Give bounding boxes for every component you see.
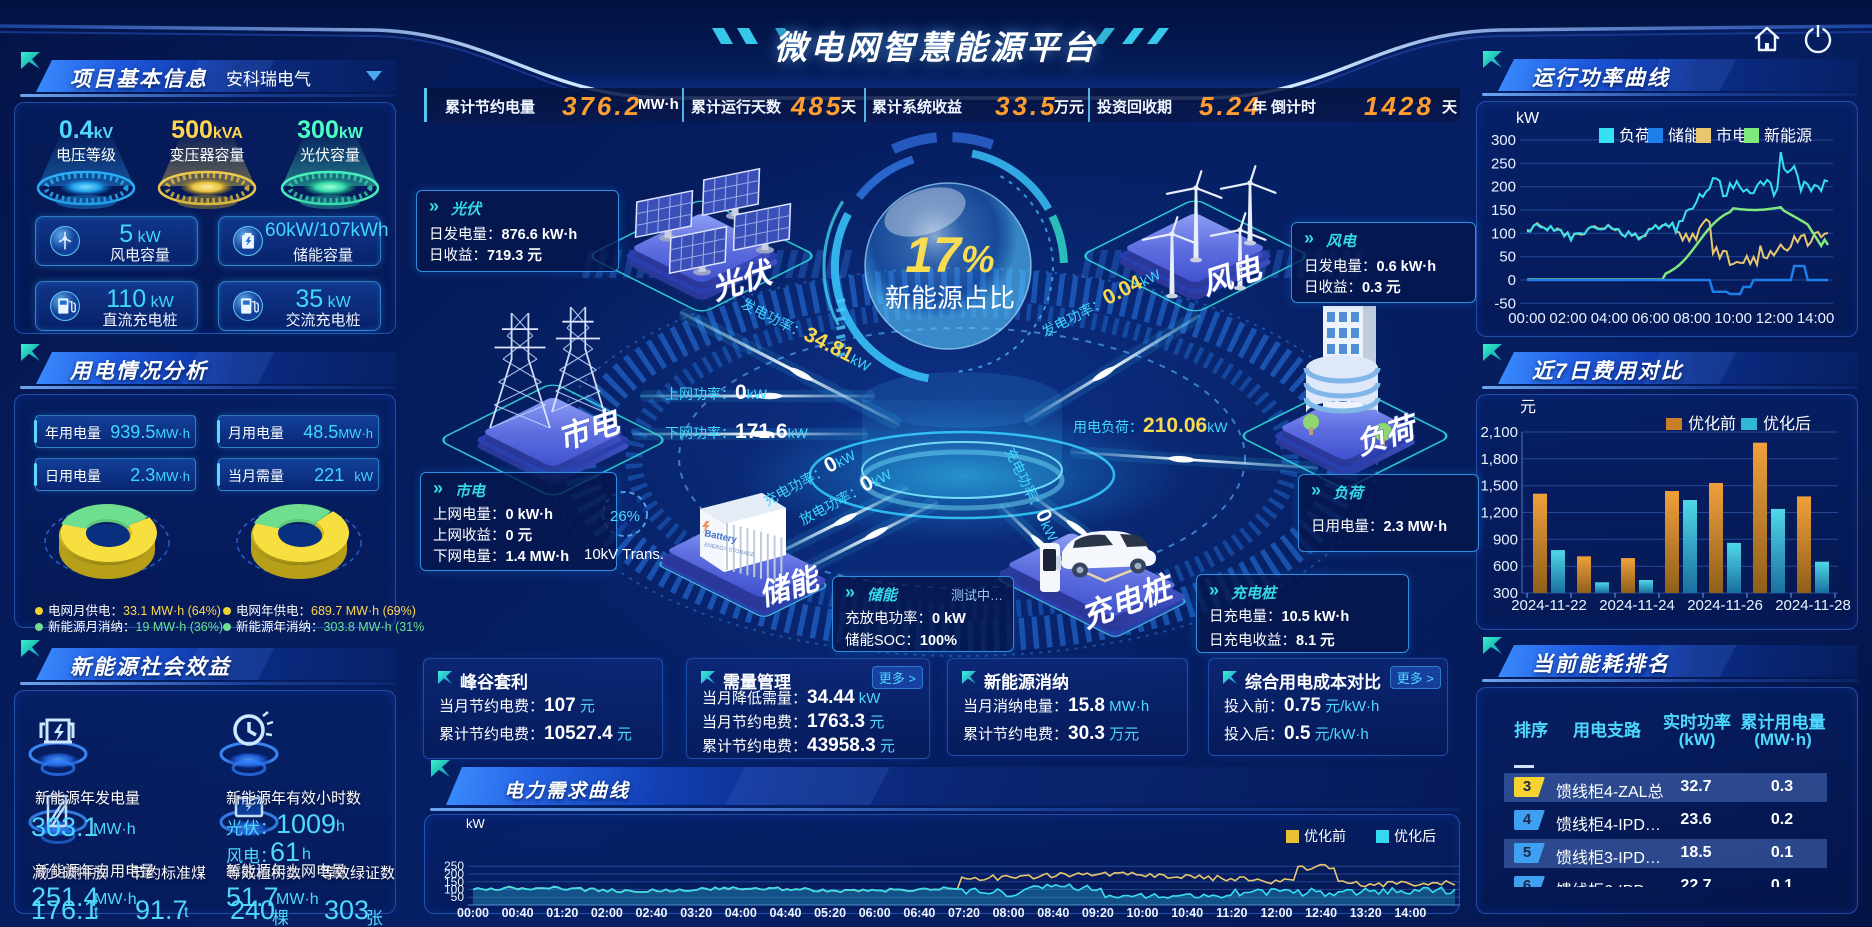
svg-text:08:00: 08:00 <box>993 906 1025 920</box>
svg-text:02:40: 02:40 <box>636 906 668 920</box>
svg-text:04:00: 04:00 <box>1591 310 1629 327</box>
svg-text:充电桩: 充电桩 <box>1076 568 1180 634</box>
svg-text:元: 元 <box>1520 399 1536 416</box>
svg-text:14:00: 14:00 <box>1394 906 1426 920</box>
svg-text:市电: 市电 <box>553 404 625 457</box>
svg-text:负荷: 负荷 <box>1352 410 1424 461</box>
svg-text:50: 50 <box>451 890 465 904</box>
svg-text:06:00: 06:00 <box>859 906 891 920</box>
svg-text:11:20: 11:20 <box>1216 906 1247 920</box>
svg-text:100: 100 <box>444 883 464 897</box>
svg-text:00:00: 00:00 <box>457 906 489 920</box>
svg-text:08:40: 08:40 <box>1037 906 1069 920</box>
svg-text:2,100: 2,100 <box>1480 424 1518 441</box>
svg-text:优化前: 优化前 <box>1688 415 1736 433</box>
svg-text:1,800: 1,800 <box>1480 451 1518 468</box>
svg-text:储能: 储能 <box>1668 127 1700 145</box>
svg-text:04:00: 04:00 <box>725 906 757 920</box>
svg-text:1,500: 1,500 <box>1480 478 1518 495</box>
svg-text:250: 250 <box>444 859 464 873</box>
svg-text:12:40: 12:40 <box>1305 906 1337 920</box>
svg-text:优化后: 优化后 <box>1394 828 1436 844</box>
svg-text:12:00: 12:00 <box>1261 906 1293 920</box>
svg-text:300: 300 <box>1491 132 1516 149</box>
svg-text:Battery: Battery <box>703 528 738 546</box>
svg-text:00:00: 00:00 <box>1508 310 1546 327</box>
svg-text:02:00: 02:00 <box>1549 310 1587 327</box>
svg-text:01:20: 01:20 <box>546 906 578 920</box>
svg-text:-50: -50 <box>1494 295 1516 312</box>
svg-text:03:20: 03:20 <box>680 906 712 920</box>
svg-text:负荷: 负荷 <box>1619 127 1651 145</box>
svg-text:05:20: 05:20 <box>814 906 846 920</box>
svg-text:08:00: 08:00 <box>1673 310 1711 327</box>
svg-text:2024-11-24: 2024-11-24 <box>1599 597 1675 614</box>
svg-text:07:20: 07:20 <box>948 906 980 920</box>
svg-text:2024-11-22: 2024-11-22 <box>1511 597 1587 614</box>
svg-text:优化后: 优化后 <box>1763 415 1811 433</box>
svg-text:0: 0 <box>1508 272 1516 289</box>
svg-text:00:40: 00:40 <box>502 906 534 920</box>
svg-text:150: 150 <box>1491 202 1516 219</box>
svg-text:250: 250 <box>1491 155 1516 172</box>
svg-text:kW: kW <box>466 816 486 831</box>
svg-text:10:00: 10:00 <box>1127 906 1159 920</box>
svg-text:13:20: 13:20 <box>1350 906 1382 920</box>
svg-text:14:00: 14:00 <box>1797 310 1835 327</box>
svg-text:储能: 储能 <box>755 561 826 612</box>
svg-text:09:20: 09:20 <box>1082 906 1114 920</box>
svg-text:10:00: 10:00 <box>1714 310 1752 327</box>
svg-text:2024-11-26: 2024-11-26 <box>1687 597 1763 614</box>
svg-text:风电: 风电 <box>1198 251 1267 302</box>
svg-text:06:40: 06:40 <box>903 906 935 920</box>
svg-text:900: 900 <box>1493 531 1518 548</box>
svg-text:17%: 17% <box>905 227 994 283</box>
svg-text:2024-11-28: 2024-11-28 <box>1775 597 1851 614</box>
svg-text:新能源占比: 新能源占比 <box>885 283 1015 313</box>
svg-text:100: 100 <box>1491 225 1516 242</box>
svg-text:600: 600 <box>1493 558 1518 575</box>
svg-text:300: 300 <box>1493 585 1518 602</box>
svg-text:1,200: 1,200 <box>1480 505 1518 522</box>
svg-text:优化前: 优化前 <box>1304 828 1346 844</box>
svg-text:04:40: 04:40 <box>770 906 802 920</box>
svg-text:新能源: 新能源 <box>1764 127 1812 145</box>
svg-text:200: 200 <box>444 867 464 881</box>
svg-text:200: 200 <box>1491 179 1516 196</box>
svg-text:10:40: 10:40 <box>1171 906 1203 920</box>
svg-text:150: 150 <box>444 875 464 889</box>
svg-text:kW: kW <box>1516 110 1540 127</box>
svg-text:02:00: 02:00 <box>591 906 623 920</box>
svg-text:ENERGY STORAGE: ENERGY STORAGE <box>704 542 756 559</box>
svg-text:市电: 市电 <box>1716 127 1748 145</box>
svg-text:12:00: 12:00 <box>1756 310 1794 327</box>
svg-text:06:00: 06:00 <box>1632 310 1670 327</box>
svg-text:50: 50 <box>1499 249 1516 266</box>
